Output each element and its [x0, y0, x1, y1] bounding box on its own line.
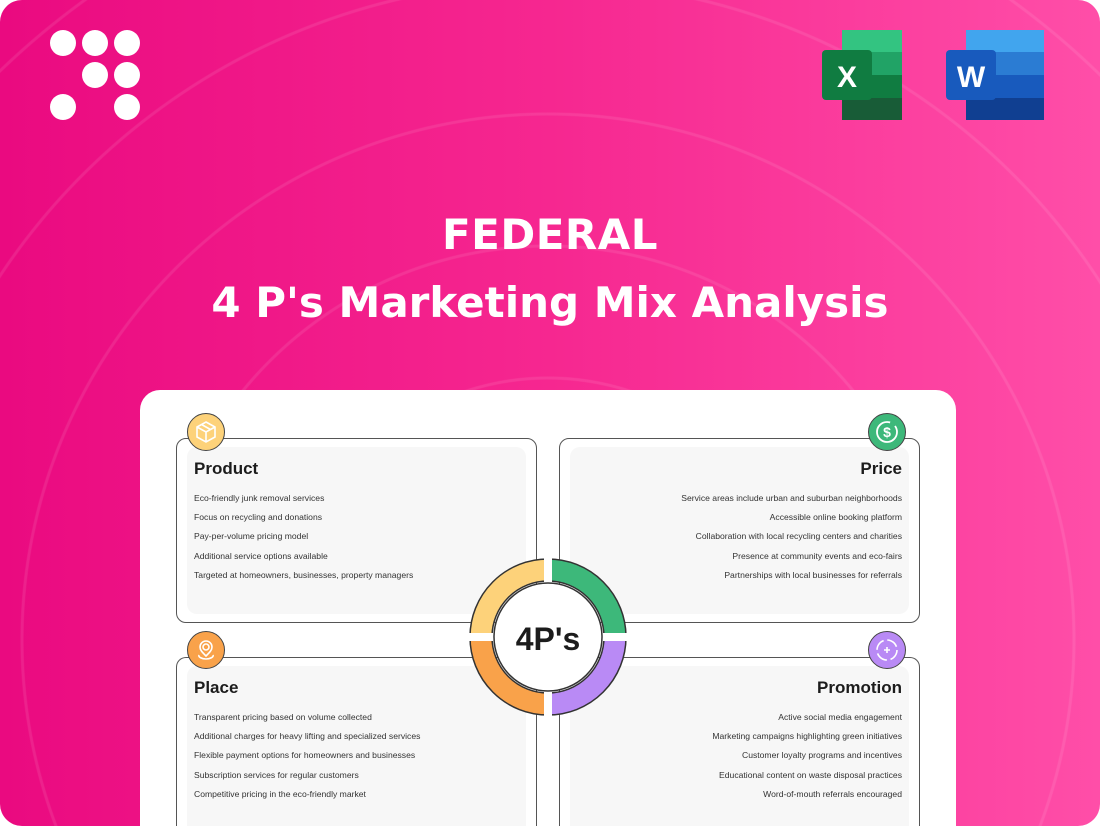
quadrant-place: Place Transparent pricing based on volume… — [176, 657, 537, 826]
list-item: Flexible payment options for homeowners … — [194, 750, 416, 761]
list-item: Eco-friendly junk removal services — [194, 493, 325, 503]
list-item: Educational content on waste disposal pr… — [719, 769, 902, 780]
list-item: Targeted at homeowners, businesses, prop… — [194, 569, 414, 580]
list-item: Pay-per-volume pricing model — [194, 531, 309, 542]
dollar-icon: $ — [868, 413, 906, 451]
list-item: Competitive pricing in the eco-friendly … — [194, 788, 366, 799]
list-item: Transparent pricing based on volume coll… — [194, 712, 372, 722]
list-item: Focus on recycling and donations — [194, 512, 323, 523]
word-icon[interactable]: W — [946, 30, 1044, 120]
excel-icon[interactable]: X — [822, 30, 902, 120]
list-item: Partnerships with local businesses for r… — [724, 569, 902, 580]
location-pin-icon — [187, 631, 225, 669]
four-ps-donut: 4P's — [468, 557, 628, 717]
quadrant-title: Promotion — [817, 678, 902, 697]
svg-text:$: $ — [883, 424, 891, 440]
quadrant-title: Place — [194, 678, 239, 697]
center-label: 4P's — [516, 621, 581, 657]
list-item: Collaboration with local recycling cente… — [695, 531, 902, 542]
list-item: Subscription services for regular custom… — [194, 769, 359, 780]
list-item: Additional charges for heavy lifting and… — [194, 731, 421, 742]
quadrant-price: Price Service areas include urban and sub… — [559, 438, 920, 623]
list-item: Marketing campaigns highlighting green i… — [712, 731, 902, 742]
quadrant-product: Product Eco-friendly junk removal service… — [176, 438, 537, 623]
brand-logo — [50, 30, 142, 120]
company-title: FEDERAL — [441, 210, 659, 259]
excel-letter: X — [837, 61, 857, 94]
list-item: Customer loyalty programs and incentives — [741, 750, 902, 761]
quadrant-title: Product — [194, 459, 259, 478]
list-item: Additional service options available — [194, 550, 328, 561]
list-item: Word-of-mouth referrals encouraged — [763, 788, 902, 799]
list-item: Accessible online booking platform — [769, 512, 902, 523]
page-subtitle: 4 P's Marketing Mix Analysis — [211, 278, 889, 327]
list-item: Service areas include urban and suburban… — [681, 493, 902, 503]
target-icon — [868, 631, 906, 669]
list-item: Active social media engagement — [778, 712, 902, 722]
box-icon — [187, 413, 225, 451]
quadrant-promotion: Promotion Active social media engagement M… — [559, 657, 920, 826]
word-letter: W — [957, 61, 986, 94]
list-item: Presence at community events and eco-fai… — [732, 550, 902, 561]
quadrant-title: Price — [860, 459, 902, 478]
